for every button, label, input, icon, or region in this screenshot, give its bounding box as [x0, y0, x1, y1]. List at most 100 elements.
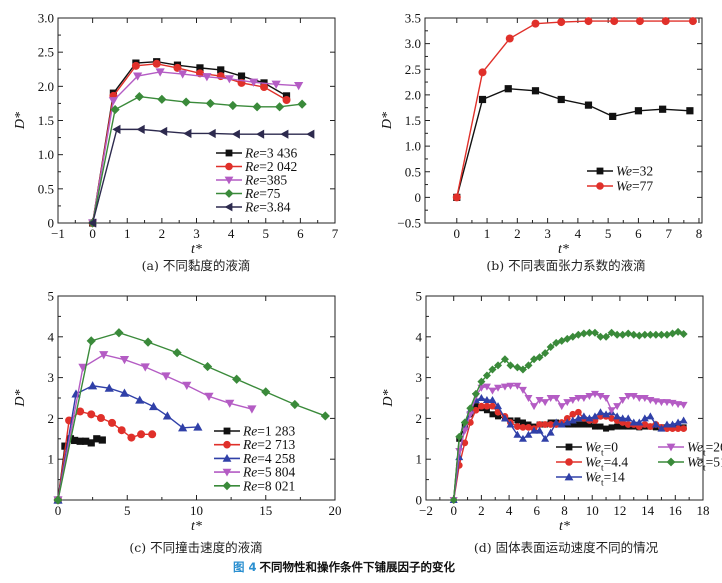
- y-tick-label: −0.5: [397, 216, 421, 231]
- marker-diamond: [574, 330, 583, 339]
- marker-circle: [646, 423, 654, 430]
- series-line: [456, 88, 690, 198]
- x-axis-label: t*: [191, 519, 202, 534]
- x-axis-label: t*: [191, 242, 202, 257]
- marker-diamond: [466, 404, 475, 413]
- y-tick-label: 3.0: [38, 11, 54, 26]
- x-tick-label: 5: [124, 503, 131, 518]
- marker-square: [608, 424, 615, 431]
- marker-circle: [148, 430, 157, 439]
- marker-tri-up: [222, 454, 232, 462]
- y-tick-label: 2: [416, 411, 423, 426]
- marker-diamond: [53, 495, 63, 505]
- y-tick-label: 0: [416, 493, 423, 508]
- marker-tri-left: [306, 129, 315, 139]
- marker-circle: [483, 402, 491, 410]
- marker-tri-up: [135, 395, 145, 404]
- marker-diamond: [222, 481, 232, 491]
- marker-tri-down: [607, 407, 616, 415]
- marker-tri-down: [651, 398, 660, 406]
- marker-circle: [452, 193, 461, 202]
- x-axis-label: t*: [558, 242, 569, 257]
- series-We-32: We=32: [453, 85, 694, 201]
- x-tick-label: 6: [635, 226, 642, 241]
- marker-diamond: [261, 387, 271, 397]
- y-tick-label: 1.5: [405, 113, 421, 128]
- marker-diamond: [666, 457, 676, 467]
- legend-value: =1 283: [257, 424, 295, 439]
- marker-tri-down: [624, 392, 633, 400]
- legend-value: =385: [259, 173, 287, 188]
- panel-caption: (c) 不同撞击速度的液滴: [129, 540, 262, 555]
- x-tick-label: 5: [263, 226, 270, 241]
- marker-circle: [282, 96, 291, 104]
- x-tick-label: 7: [332, 226, 339, 241]
- figure-caption-text: 不同物性和操作条件下铺展因子的变化: [260, 560, 456, 574]
- marker-tri-up: [193, 422, 203, 431]
- legend-value: =4.4: [604, 455, 629, 470]
- marker-diamond: [252, 102, 262, 112]
- marker-diamond: [579, 329, 588, 338]
- panel-caption: (a) 不同黏度的液滴: [142, 258, 251, 273]
- marker-diamond: [640, 330, 649, 339]
- y-tick-label: 1.5: [38, 113, 54, 128]
- marker-tri-up: [88, 381, 98, 390]
- marker-tri-down: [541, 399, 550, 407]
- legend-label: Re=3 436: [244, 146, 297, 161]
- marker-tri-down: [225, 399, 235, 408]
- marker-circle: [96, 413, 105, 422]
- legend-entry: Re=3.84: [216, 200, 291, 215]
- series-Re-3.84: Re=3.84: [88, 124, 315, 228]
- marker-circle: [547, 421, 555, 428]
- marker-diamond: [613, 330, 622, 339]
- marker-diamond: [651, 330, 660, 339]
- y-tick-label: 3: [48, 370, 55, 385]
- x-tick-label: −1: [51, 226, 65, 241]
- marker-diamond: [624, 329, 633, 338]
- marker-diamond: [488, 365, 497, 374]
- legend-value: =8 021: [257, 478, 295, 493]
- marker-square: [223, 427, 231, 435]
- marker-tri-up: [674, 418, 683, 426]
- marker-square: [504, 85, 512, 93]
- chart-panel-a: −1 0 1 2 3 4 5 6 700.51.01.52.02.53.0t*D*(a) 不同黏…: [13, 11, 339, 274]
- marker-tri-left: [255, 129, 265, 139]
- marker-circle: [489, 402, 496, 410]
- y-tick-label: 4: [416, 329, 423, 344]
- marker-tri-down: [640, 395, 649, 402]
- legend-value: =32: [632, 164, 653, 179]
- marker-tri-up: [651, 420, 660, 428]
- plot-frame: [425, 295, 704, 501]
- marker-diamond: [500, 355, 509, 364]
- legend-var: Re: [244, 146, 259, 161]
- marker-tri-down: [506, 382, 515, 390]
- x-tick-label: 6: [297, 226, 304, 241]
- marker-diamond: [320, 411, 330, 421]
- marker-tri-left: [207, 128, 216, 139]
- series-Re-4-258: Re=4 258: [53, 381, 295, 504]
- marker-circle: [108, 418, 117, 427]
- plot-frame: [57, 17, 336, 224]
- x-tick-label: 16: [669, 503, 683, 518]
- marker-tri-down: [500, 383, 509, 391]
- legend-entry: Wet=0: [556, 440, 618, 459]
- marker-square: [93, 435, 101, 443]
- marker-diamond: [455, 432, 464, 441]
- marker-tri-up: [500, 414, 509, 422]
- series-line: [91, 128, 311, 224]
- marker-square: [591, 423, 598, 430]
- legend-var: We: [585, 440, 601, 455]
- marker-diamond: [602, 332, 611, 341]
- y-tick-label: 2.5: [405, 62, 421, 77]
- legend-label: Wet=0: [585, 440, 618, 459]
- legend-label: Wet=4.4: [585, 455, 628, 474]
- marker-diamond: [143, 337, 153, 347]
- marker-circle: [680, 425, 688, 432]
- legend-entry: Re=385: [216, 173, 287, 188]
- x-tick-label: 2: [514, 226, 521, 241]
- y-tick-label: 3: [416, 370, 423, 385]
- legend-label: Re=75: [244, 186, 281, 201]
- y-tick-label: 0: [48, 216, 55, 231]
- marker-tri-up: [618, 414, 627, 422]
- marker-tri-down: [579, 395, 588, 402]
